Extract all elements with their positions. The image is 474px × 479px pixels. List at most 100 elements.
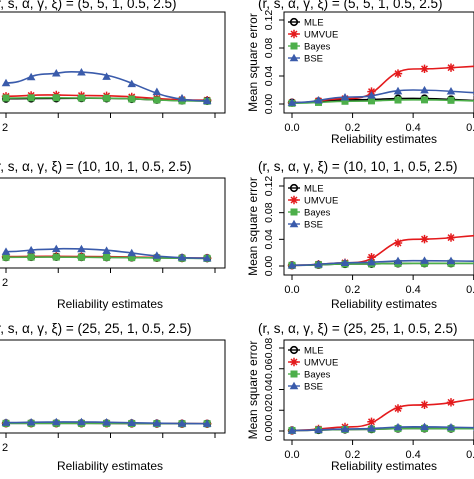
- marker-umvue: [447, 233, 455, 241]
- marker-umvue: [447, 398, 455, 406]
- marker-bayes: [421, 96, 428, 103]
- panel-0: (r, s, α, γ, ξ) = (5, 5, 1, 0.5, 2.5) 2: [0, 0, 225, 134]
- legend-label: UMVUE: [304, 30, 338, 41]
- marker-bayes: [448, 97, 455, 104]
- x-axis-label: Reliability estimates: [331, 459, 437, 473]
- marker-bayes: [128, 95, 135, 102]
- y-axis-label: Mean square error: [246, 341, 260, 440]
- x-tick-label: 0.6: [466, 449, 474, 461]
- x-axis-label: Reliability estimates: [331, 297, 437, 311]
- x-tick-label: 2: [2, 277, 8, 289]
- x-tick-label: 0.0: [284, 449, 299, 461]
- panel-title: (r, s, α, γ, ξ) = (25, 25, 1, 0.5, 2.5): [258, 321, 458, 336]
- marker-bayes: [28, 254, 35, 261]
- legend-label: BSE: [304, 382, 323, 393]
- marker-umvue: [420, 235, 428, 243]
- panel-4: (r, s, α, γ, ξ) = (25, 25, 1, 0.5, 2.5) 2…: [0, 321, 225, 473]
- x-tick-label: 2: [2, 442, 8, 454]
- legend-label: MLE: [304, 184, 324, 195]
- legend-label: Bayes: [304, 370, 331, 381]
- x-axis-label: Reliability estimates: [57, 459, 163, 473]
- marker-bayes: [78, 95, 85, 102]
- x-tick-label: 0.6: [466, 284, 474, 296]
- series-line-umvue: [292, 66, 474, 103]
- y-tick-label: 0.06: [263, 358, 275, 379]
- x-axis-label: Reliability estimates: [331, 132, 437, 146]
- panel-2: (r, s, α, γ, ξ) = (10, 10, 1, 0.5, 2.5) 2…: [0, 159, 225, 311]
- series-group: [288, 394, 474, 435]
- y-tick-label: 0.12: [263, 176, 275, 197]
- legend-label: MLE: [304, 18, 324, 29]
- y-tick-label: 0.04: [263, 66, 275, 87]
- series-group: [288, 230, 474, 269]
- y-tick-label: 0.00: [263, 94, 275, 115]
- marker-umvue: [394, 404, 402, 412]
- y-axis-label: Mean square error: [246, 177, 260, 276]
- legend-label: BSE: [304, 54, 323, 65]
- legend-marker-umvue: [290, 358, 298, 366]
- series-line-umvue: [292, 398, 474, 431]
- legend-label: BSE: [304, 220, 323, 231]
- x-tick-label: 2: [2, 122, 8, 134]
- panel-title: (r, s, α, γ, ξ) = (10, 10, 1, 0.5, 2.5): [258, 159, 458, 174]
- marker-umvue: [394, 239, 402, 247]
- marker-bayes: [53, 254, 60, 261]
- marker-bayes: [28, 94, 35, 101]
- y-tick-label: 0.08: [263, 202, 275, 223]
- x-axis-label: Reliability estimates: [57, 297, 163, 311]
- marker-bayes: [53, 94, 60, 101]
- x-tick-label: 0.4: [405, 284, 420, 296]
- plot-frame: [0, 340, 225, 433]
- legend-marker-umvue: [290, 196, 298, 204]
- legend-label: UMVUE: [304, 358, 338, 369]
- marker-bse: [153, 88, 162, 96]
- y-tick-label: 0.00: [263, 256, 275, 277]
- x-tick-label: 0.6: [466, 122, 474, 134]
- panel-title: (r, s, α, γ, ξ) = (5, 5, 1, 0.5, 2.5): [258, 0, 443, 11]
- marker-umvue: [420, 65, 428, 73]
- legend-marker-bayes: [291, 371, 298, 378]
- y-tick-label: 0.08: [263, 38, 275, 59]
- y-axis-label: Mean square error: [246, 13, 260, 112]
- series-group: [2, 418, 212, 428]
- marker-umvue: [447, 63, 455, 71]
- y-tick-label: 0.00: [263, 421, 275, 442]
- y-tick-label: 0.04: [263, 229, 275, 250]
- series-group: [2, 245, 212, 263]
- legend-label: MLE: [304, 346, 324, 357]
- marker-umvue: [394, 69, 402, 77]
- marker-bayes: [78, 254, 85, 261]
- marker-bayes: [153, 96, 160, 103]
- panel-1: (r, s, α, γ, ξ) = (5, 5, 1, 0.5, 2.5) 0.0…: [246, 0, 474, 146]
- legend-label: Bayes: [304, 208, 331, 219]
- legend-label: UMVUE: [304, 196, 338, 207]
- marker-bse: [127, 80, 136, 88]
- legend-label: Bayes: [304, 42, 331, 53]
- y-tick-label: 0.08: [263, 338, 275, 359]
- marker-bayes: [395, 97, 402, 104]
- marker-bayes: [3, 95, 10, 102]
- panel-title: (r, s, α, γ, ξ) = (5, 5, 1, 0.5, 2.5): [0, 0, 177, 11]
- marker-umvue: [420, 401, 428, 409]
- y-tick-label: 0.02: [263, 400, 275, 421]
- legend-marker-umvue: [290, 30, 298, 38]
- series-group: [288, 61, 474, 107]
- panel-title: (r, s, α, γ, ξ) = (10, 10, 1, 0.5, 2.5): [0, 159, 192, 174]
- y-tick-label: 0.04: [263, 379, 275, 400]
- y-tick-label: 0.12: [263, 10, 275, 31]
- x-tick-label: 0.2: [345, 284, 360, 296]
- panel-title: (r, s, α, γ, ξ) = (25, 25, 1, 0.5, 2.5): [0, 321, 192, 336]
- legend-marker-bayes: [291, 43, 298, 50]
- panel-5: (r, s, α, γ, ξ) = (25, 25, 1, 0.5, 2.5) 0…: [246, 321, 474, 473]
- marker-bayes: [103, 254, 110, 261]
- panel-3: (r, s, α, γ, ξ) = (10, 10, 1, 0.5, 2.5) 0…: [246, 159, 474, 311]
- x-tick-label: 0.0: [284, 122, 299, 134]
- series-group: [2, 68, 212, 105]
- legend-marker-bayes: [291, 209, 298, 216]
- x-tick-label: 0.0: [284, 284, 299, 296]
